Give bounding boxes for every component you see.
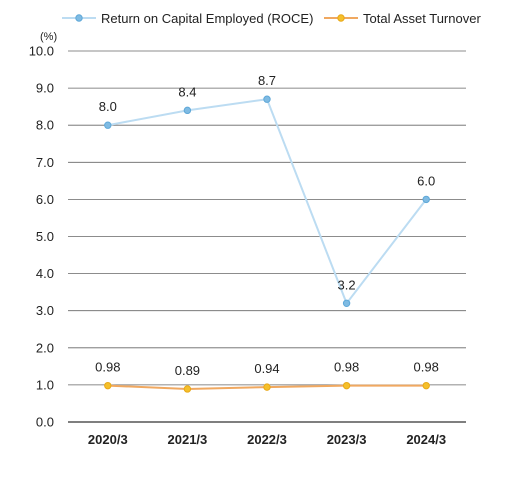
data-label: 8.0 (99, 99, 117, 114)
gridlines (68, 50, 466, 423)
x-tick-label: 2021/3 (168, 432, 208, 447)
y-tick-label: 7.0 (36, 155, 54, 170)
data-point (263, 95, 271, 103)
y-tick-label: 9.0 (36, 81, 54, 96)
x-tick-label: 2022/3 (247, 432, 287, 447)
legend: Return on Capital Employed (ROCE) Total … (62, 11, 481, 26)
data-label: 3.2 (338, 277, 356, 292)
x-tick-label: 2023/3 (327, 432, 367, 447)
data-point (263, 383, 271, 391)
data-point (342, 381, 351, 390)
data-point (183, 385, 192, 393)
data-label: 6.0 (417, 173, 435, 188)
y-tick-label: 5.0 (36, 229, 54, 244)
data-point (422, 381, 430, 390)
data-label: 0.89 (175, 363, 200, 378)
data-point (342, 299, 351, 307)
y-tick-label: 8.0 (36, 118, 54, 133)
data-point (104, 381, 112, 390)
data-label: 0.98 (414, 360, 439, 375)
series-layer (104, 95, 430, 393)
data-label: 0.94 (254, 361, 279, 376)
y-tick-label: 4.0 (36, 266, 54, 281)
data-point (183, 106, 192, 115)
x-tick-label: 2024/3 (406, 432, 446, 447)
data-point (422, 195, 430, 204)
data-label: 8.4 (178, 84, 196, 99)
y-tick-label: 3.0 (36, 303, 54, 318)
data-labels: 8.0 8.4 8.7 3.2 6.0 0.98 0.89 0.94 0.98 0.98 (95, 73, 439, 378)
data-label: 0.98 (334, 360, 359, 375)
data-point (104, 121, 112, 129)
legend-swatch-roce-marker (75, 14, 83, 22)
y-axis-unit-label: (%) (40, 31, 57, 43)
series-line-roce (107, 98, 427, 306)
x-axis-ticks: 2020/3 2021/3 2022/3 2023/3 2024/3 (88, 432, 446, 447)
y-tick-label: 2.0 (36, 340, 54, 355)
legend-label-roce: Return on Capital Employed (ROCE) (101, 11, 313, 26)
x-tick-label: 2020/3 (88, 432, 128, 447)
data-label: 0.98 (95, 360, 120, 375)
y-tick-label: 10.0 (29, 44, 54, 59)
y-axis-ticks: 0.0 1.0 2.0 3.0 4.0 5.0 6.0 7.0 8.0 9.0 10.0 (29, 44, 54, 430)
data-label: 8.7 (258, 73, 276, 88)
y-tick-label: 6.0 (36, 192, 54, 207)
y-tick-label: 0.0 (36, 415, 54, 430)
legend-swatch-turnover-marker (337, 14, 345, 22)
legend-label-turnover: Total Asset Turnover (363, 11, 481, 26)
y-tick-label: 1.0 (36, 377, 54, 392)
